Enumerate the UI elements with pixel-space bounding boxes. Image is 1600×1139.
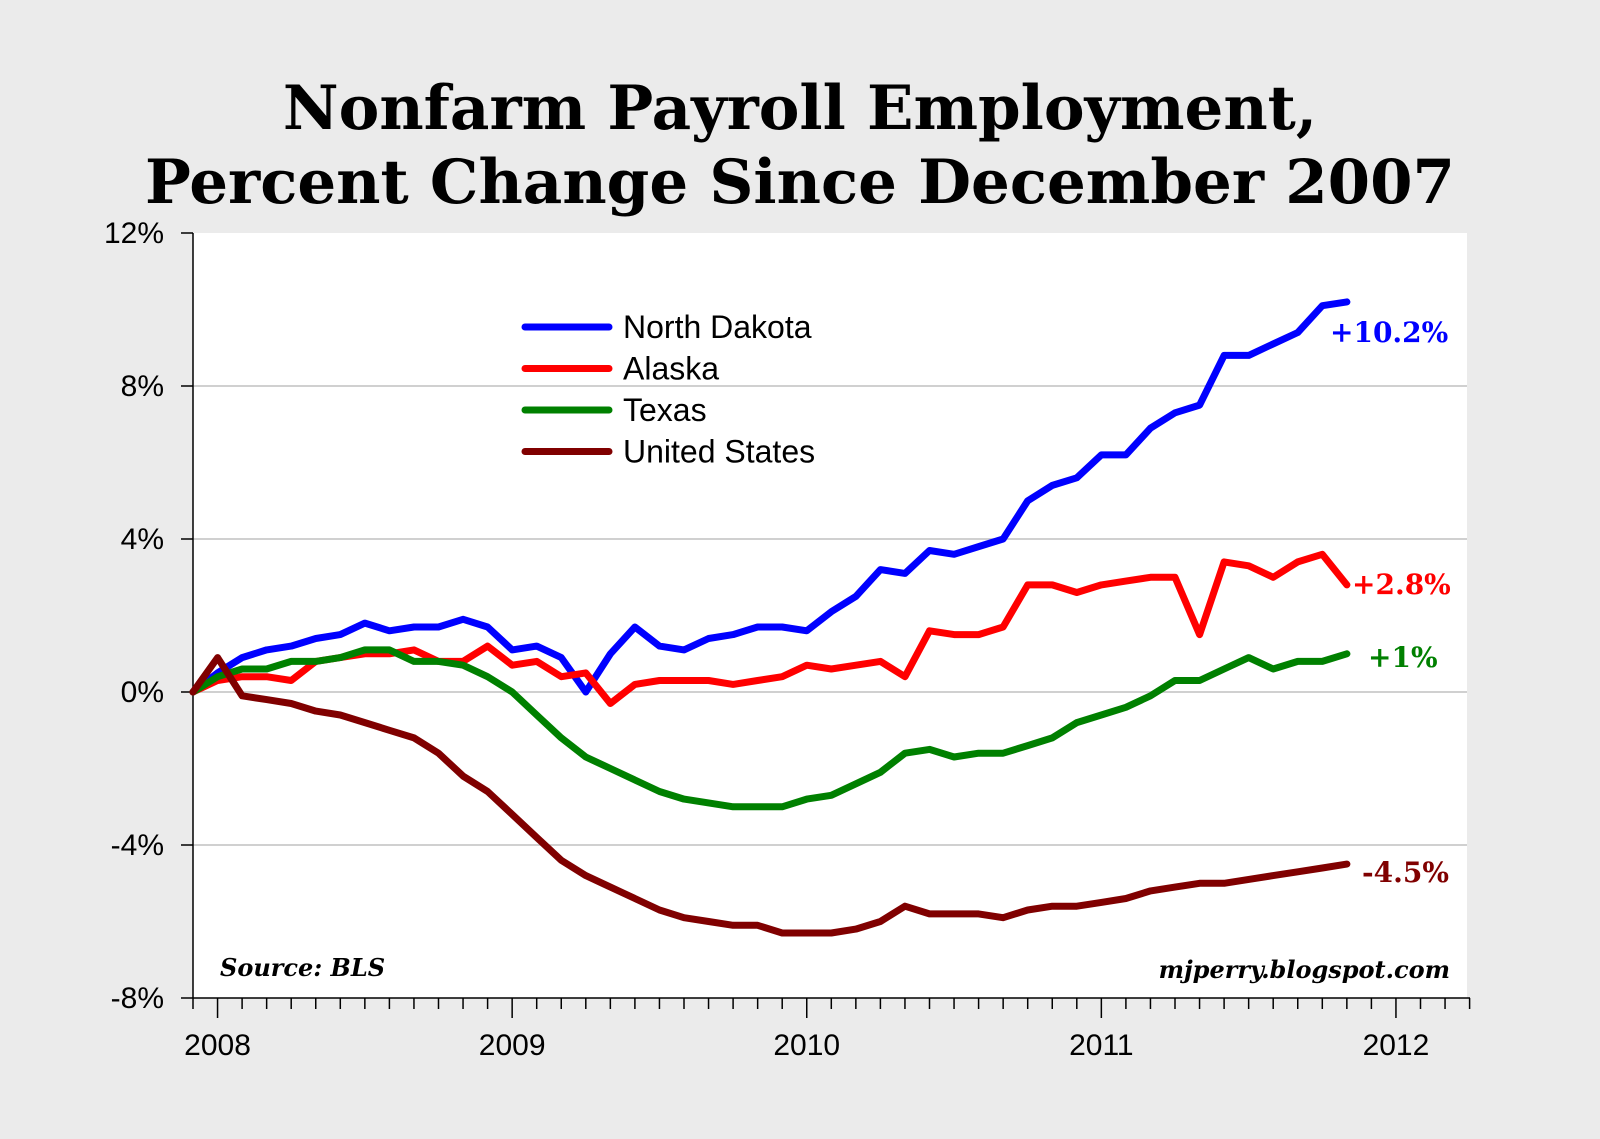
- y-axis: 12% 8% 4% 0% -4% -8%: [104, 217, 194, 1015]
- y-tick-label: 4%: [121, 523, 164, 556]
- x-axis: 2008 2009 2010 2011 2012: [184, 997, 1471, 1062]
- legend-label-texas: Texas: [623, 392, 707, 428]
- x-tick-label: 2012: [1363, 1029, 1430, 1062]
- end-label-texas: +1%: [1368, 641, 1438, 674]
- legend-label-united-states: United States: [623, 434, 815, 470]
- y-tick-label: -4%: [111, 829, 164, 862]
- legend: North Dakota Alaska Texas United States: [521, 309, 815, 470]
- legend-label-north-dakota: North Dakota: [623, 309, 812, 345]
- watermark: mjperry.blogspot.com: [1159, 955, 1450, 984]
- chart-title: Nonfarm Payroll Employment, Percent Chan…: [0, 72, 1600, 220]
- x-tick-label: 2009: [479, 1029, 546, 1062]
- y-tick-label: -8%: [111, 982, 164, 1015]
- y-tick-label: 0%: [121, 676, 164, 709]
- series-lines: [189, 298, 1351, 937]
- end-label-alaska: +2.8%: [1352, 568, 1451, 601]
- end-label-north-dakota: +10.2%: [1330, 316, 1448, 349]
- x-tick-label: 2010: [773, 1029, 840, 1062]
- series-line-united-states: [189, 654, 1351, 937]
- chart-title-line-2: Percent Change Since December 2007: [145, 147, 1455, 218]
- x-tick-label: 2008: [184, 1029, 251, 1062]
- end-labels: +10.2% +2.8% +1% -4.5%: [1330, 316, 1451, 889]
- series-line-alaska: [189, 550, 1351, 707]
- end-label-united-states: -4.5%: [1362, 856, 1449, 889]
- legend-label-alaska: Alaska: [623, 351, 719, 387]
- source-note: Source: BLS: [220, 953, 385, 982]
- chart-title-line-1: Nonfarm Payroll Employment,: [282, 73, 1318, 144]
- y-tick-label: 8%: [121, 370, 164, 403]
- y-tick-label: 12%: [104, 217, 164, 250]
- x-tick-label: 2011: [1069, 1029, 1134, 1062]
- series-line-north-dakota: [189, 298, 1351, 696]
- series-line-texas: [189, 646, 1351, 811]
- grid-lines: [193, 385, 1467, 846]
